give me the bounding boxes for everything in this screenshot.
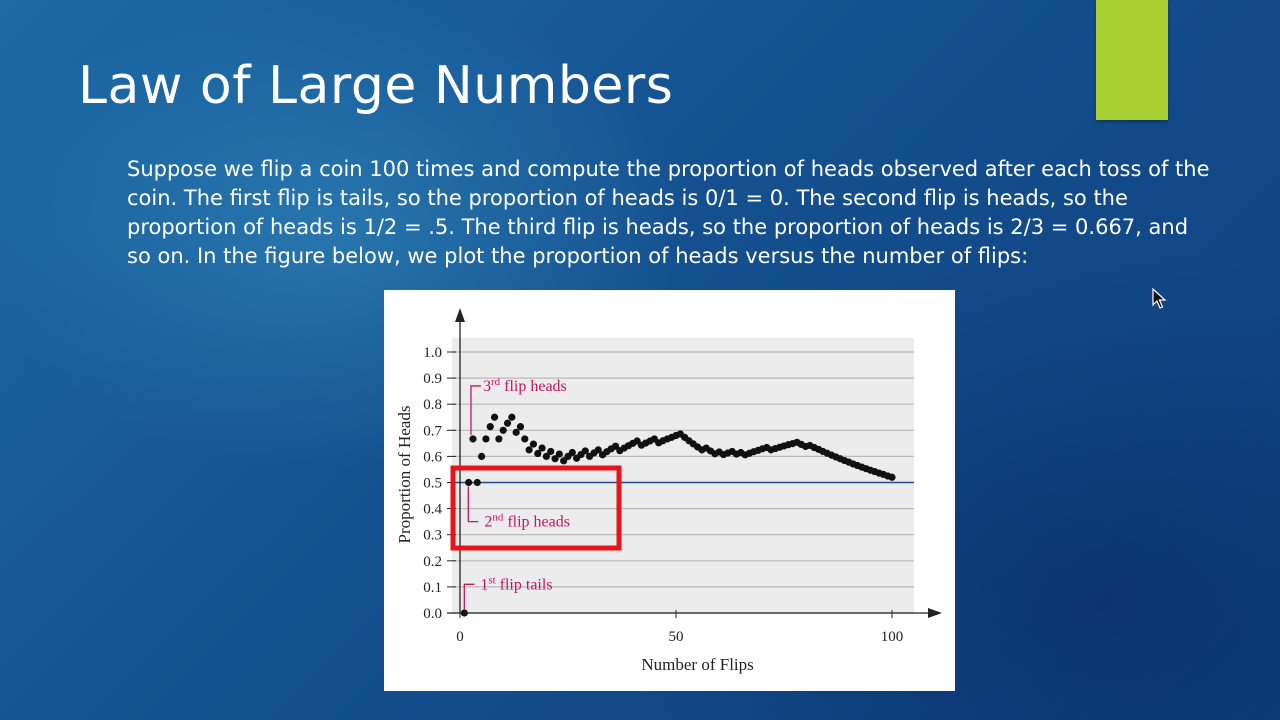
y-axis-label: Proportion of Heads: [395, 406, 414, 544]
data-point: [555, 450, 563, 458]
y-tick-label: 0.5: [423, 476, 442, 492]
data-point: [478, 452, 486, 460]
data-point: [473, 478, 481, 487]
slide-title: Law of Large Numbers: [78, 56, 674, 116]
y-axis-arrow: [455, 308, 465, 322]
data-point: [547, 447, 555, 456]
annotation-label: 2nd flip heads: [484, 512, 570, 531]
y-tick-label: 0.7: [423, 423, 442, 439]
data-point: [508, 413, 516, 421]
slide-body-text: Suppose we flip a coin 100 times and com…: [127, 157, 1210, 268]
chart-axes: 0.0 0.1 0.2 0.3 0.4 0.5 0.6 0.7 0.8 0.9 1.0 0 50 100: [423, 308, 942, 645]
data-point: [460, 609, 468, 617]
annotation-label: 1st flip tails: [480, 574, 552, 593]
y-tick-label: 0.6: [423, 449, 442, 465]
data-point: [581, 447, 589, 455]
y-tick-label: 0.4: [423, 502, 442, 518]
y-tick-label: 0.9: [423, 371, 442, 387]
data-point: [529, 440, 538, 448]
highlight-box: [450, 465, 622, 551]
data-point: [495, 435, 503, 443]
x-axis-label: Number of Flips: [641, 655, 753, 674]
data-point: [568, 448, 576, 457]
x-tick-label: 50: [669, 629, 684, 645]
data-point: [551, 455, 559, 463]
data-point: [512, 428, 520, 436]
y-tick-label: 0.1: [423, 580, 442, 596]
x-tick-label: 0: [456, 629, 464, 645]
data-point: [499, 426, 507, 434]
data-point: [486, 423, 494, 431]
chart-gridlines: [452, 338, 914, 614]
data-point: [534, 449, 542, 458]
annotation-bracket: [470, 385, 481, 435]
data-point: [594, 446, 602, 454]
x-axis-arrow: [928, 608, 942, 618]
data-point: [490, 413, 499, 421]
plot-area: [452, 338, 914, 613]
y-tick-label: 0.2: [423, 554, 442, 570]
chart-figure: 0.0 0.1 0.2 0.3 0.4 0.5 0.6 0.7 0.8 0.9 1.0 0 50 100 …: [384, 290, 955, 691]
mouse-cursor-icon: [1152, 288, 1167, 309]
data-point: [538, 444, 546, 452]
data-point: [521, 435, 529, 443]
data-point: [888, 473, 896, 481]
y-tick-label: 0.3: [423, 528, 442, 544]
y-tick-label: 1.0: [423, 345, 442, 361]
data-point: [469, 435, 477, 443]
accent-bar: [1096, 0, 1168, 120]
chart-annotations: 1st flip tails 2nd flip heads 3rd flip hea…: [463, 376, 570, 609]
data-point: [482, 435, 490, 443]
chart-points: [460, 413, 896, 617]
annotation-bracket: [467, 486, 479, 523]
proportion-heads-chart: 0.00.10.20.30.40.50.60.70.80.91.00 50 100 …: [395, 308, 942, 674]
y-tick-label: 0.8: [423, 397, 442, 413]
annotation-label: 3rd flip heads: [483, 376, 567, 395]
data-point: [560, 457, 568, 465]
data-point: [516, 423, 525, 431]
annotation-bracket: [463, 583, 475, 609]
data-point: [465, 478, 473, 487]
x-tick-label: 100: [881, 629, 904, 645]
data-point: [611, 442, 620, 450]
data-point: [503, 419, 512, 427]
y-tick-label: 0.0: [423, 606, 442, 622]
data-point: [525, 446, 533, 454]
data-point: [542, 452, 550, 460]
